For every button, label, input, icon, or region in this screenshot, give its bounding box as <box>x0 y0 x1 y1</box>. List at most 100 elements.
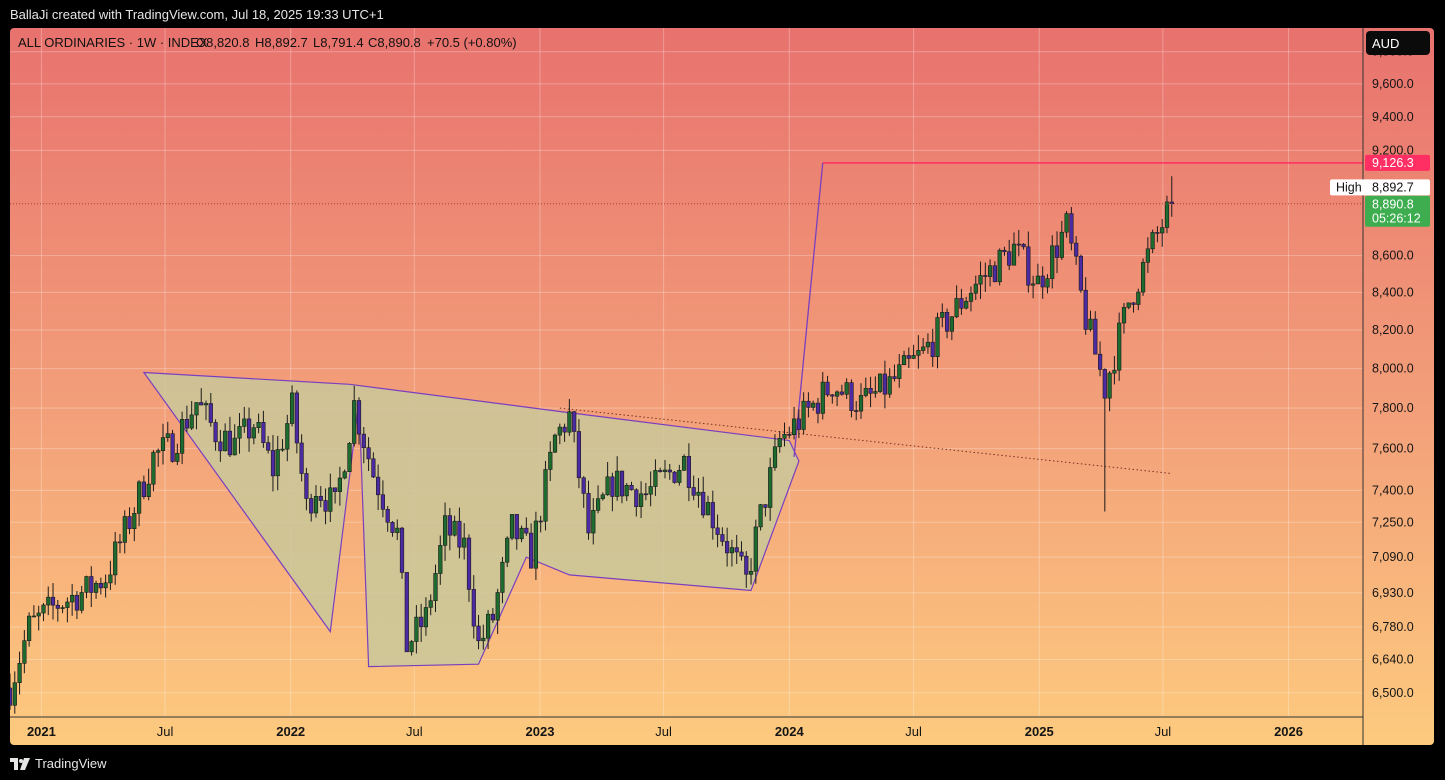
candle[interactable] <box>1064 213 1069 233</box>
candle[interactable] <box>724 541 730 554</box>
candle[interactable] <box>371 458 376 478</box>
candle[interactable] <box>710 502 715 529</box>
candle[interactable] <box>930 341 935 358</box>
candle[interactable] <box>791 418 797 435</box>
candle[interactable] <box>548 451 553 470</box>
candle[interactable] <box>41 604 46 614</box>
candle[interactable] <box>127 516 132 529</box>
candle[interactable] <box>74 594 79 611</box>
candle[interactable] <box>366 447 371 460</box>
candle[interactable] <box>347 443 352 472</box>
candle[interactable] <box>854 410 859 412</box>
rise-line[interactable] <box>793 162 824 457</box>
candle[interactable] <box>877 373 883 392</box>
candle[interactable] <box>954 298 959 318</box>
candle[interactable] <box>572 411 577 432</box>
candle[interactable] <box>901 355 907 365</box>
candle[interactable] <box>237 426 242 439</box>
candle[interactable] <box>285 423 290 450</box>
candle[interactable] <box>1078 255 1083 291</box>
candle[interactable] <box>1121 307 1127 324</box>
candle[interactable] <box>811 402 816 408</box>
candle[interactable] <box>270 450 276 477</box>
candle[interactable] <box>261 421 266 443</box>
candle[interactable] <box>17 662 22 683</box>
candle[interactable] <box>117 541 123 544</box>
candle[interactable] <box>65 601 70 608</box>
candle[interactable] <box>1093 318 1098 355</box>
candle[interactable] <box>385 508 390 523</box>
candle[interactable] <box>978 275 983 285</box>
candle[interactable] <box>595 498 601 511</box>
candle[interactable] <box>777 437 782 448</box>
candle[interactable] <box>380 494 386 510</box>
candle[interactable] <box>739 551 744 557</box>
candle[interactable] <box>495 592 500 621</box>
candle[interactable] <box>232 437 237 456</box>
candle[interactable] <box>1026 246 1031 286</box>
candle[interactable] <box>514 514 519 540</box>
candle[interactable] <box>605 476 610 496</box>
candle[interactable] <box>921 346 926 351</box>
candle[interactable] <box>1069 213 1074 244</box>
candle[interactable] <box>815 402 821 414</box>
candle[interactable] <box>1011 243 1017 266</box>
candle[interactable] <box>22 640 27 664</box>
candle[interactable] <box>753 526 758 572</box>
candle[interactable] <box>916 350 921 356</box>
candle[interactable] <box>887 376 892 395</box>
candle[interactable] <box>132 512 137 529</box>
candle[interactable] <box>328 487 333 512</box>
candle[interactable] <box>98 582 103 589</box>
candle[interactable] <box>973 283 978 294</box>
candle[interactable] <box>309 498 314 514</box>
candle[interactable] <box>911 355 916 359</box>
candle[interactable] <box>1117 322 1122 371</box>
candle[interactable] <box>1131 302 1136 305</box>
candle[interactable] <box>266 442 271 451</box>
candle[interactable] <box>31 615 37 618</box>
candle[interactable] <box>543 469 548 522</box>
candle[interactable] <box>256 421 261 428</box>
candle[interactable] <box>1102 369 1107 399</box>
candle[interactable] <box>476 625 481 642</box>
candle[interactable] <box>849 382 854 411</box>
candle[interactable] <box>500 561 505 593</box>
candle[interactable] <box>1002 249 1007 252</box>
candle[interactable] <box>509 514 515 539</box>
candle[interactable] <box>423 607 429 628</box>
candle[interactable] <box>624 484 629 497</box>
candle[interactable] <box>313 495 319 514</box>
candle[interactable] <box>94 582 99 593</box>
candle[interactable] <box>863 387 868 396</box>
candle[interactable] <box>26 615 32 641</box>
candle[interactable] <box>1126 302 1131 308</box>
candle[interactable] <box>442 515 448 546</box>
candle[interactable] <box>160 437 166 452</box>
candle[interactable] <box>528 532 534 569</box>
candle[interactable] <box>10 687 13 706</box>
candle[interactable] <box>46 596 51 606</box>
candle[interactable] <box>1030 283 1036 286</box>
candle[interactable] <box>763 504 768 508</box>
candle[interactable] <box>361 433 366 449</box>
candle[interactable] <box>1040 275 1045 288</box>
candle[interactable] <box>844 382 849 395</box>
candle[interactable] <box>949 316 954 332</box>
candle[interactable] <box>409 641 414 653</box>
candle[interactable] <box>834 391 840 397</box>
candle[interactable] <box>299 442 304 474</box>
candle[interactable] <box>251 427 256 439</box>
candle[interactable] <box>1016 243 1021 246</box>
candle[interactable] <box>438 545 443 574</box>
candle[interactable] <box>567 411 572 433</box>
candle[interactable] <box>275 449 280 477</box>
candle[interactable] <box>925 341 930 348</box>
candle[interactable] <box>414 616 419 642</box>
candle[interactable] <box>581 477 586 494</box>
candle[interactable] <box>1098 353 1103 370</box>
candle[interactable] <box>882 373 887 395</box>
candle[interactable] <box>1088 318 1093 330</box>
candle[interactable] <box>323 500 328 512</box>
candle[interactable] <box>447 515 453 536</box>
